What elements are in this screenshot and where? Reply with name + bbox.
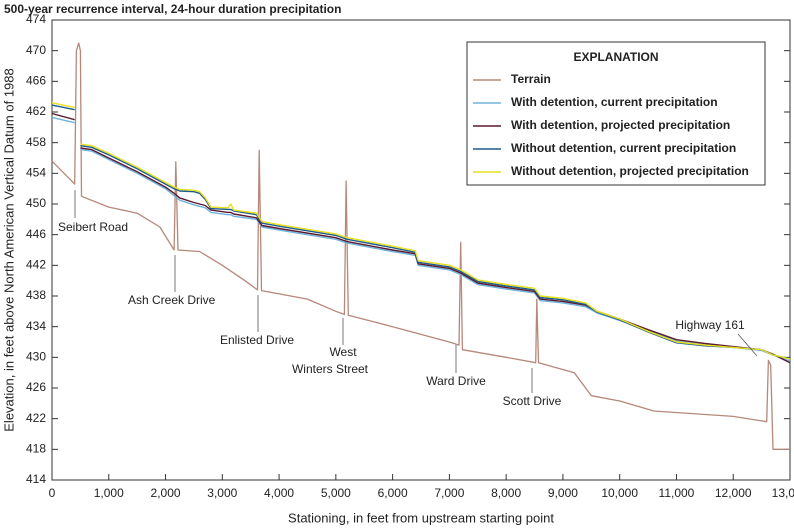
series-line [51,42,790,450]
x-tick-label: 9,000 [548,486,578,500]
y-tick-label: 466 [26,74,46,88]
legend-box [466,41,766,186]
annotation: Winters Street [292,362,369,376]
y-tick-label: 450 [26,196,46,210]
series-line [51,112,791,364]
annotation: Ward Drive [426,374,486,388]
legend-label: With detention, current precipitation [511,95,718,109]
legend-label: Without detention, projected precipitati… [511,164,749,178]
y-tick-label: 470 [26,43,46,57]
plot-frame [51,19,791,481]
chart-title: 500-year recurrence interval, 24-hour du… [4,2,341,16]
y-tick-label: 430 [26,350,46,364]
x-axis-label: Stationing, in feet from upstream starti… [288,510,554,525]
y-tick-label: 438 [26,288,46,302]
y-tick-label: 474 [26,12,46,26]
y-tick-label: 414 [26,472,46,486]
y-tick-label: 458 [26,135,46,149]
y-axis-label: Elevation, in feet above North American … [1,68,16,431]
y-tick-label: 442 [26,258,46,272]
annotation: Ash Creek Drive [128,293,216,307]
x-tick-label: 1,000 [94,486,124,500]
y-tick-label: 454 [26,166,46,180]
x-tick-label: 3,000 [207,486,237,500]
legend-label: Terrain [511,72,551,86]
legend-title: EXPLANATION [573,50,658,64]
x-tick-label: 0 [49,486,56,500]
y-tick-label: 418 [26,442,46,456]
x-tick-label: 12,000 [715,486,752,500]
annotation: West [329,345,357,359]
y-tick-label: 422 [26,411,46,425]
x-tick-label: 11,000 [659,486,695,500]
x-tick-label: 13,000 [772,486,794,500]
y-tick-label: 434 [26,319,46,333]
annotation: Enlisted Drive [220,333,294,347]
x-tick-label: 4,000 [264,486,294,500]
leader-line [737,333,758,357]
series-line [51,102,791,360]
x-tick-label: 8,000 [491,486,521,500]
y-tick-label: 462 [26,104,46,118]
x-tick-label: 7,000 [434,486,464,500]
y-tick-label: 446 [26,227,46,241]
y-tick-label: 426 [26,380,46,394]
x-tick-label: 6,000 [378,486,408,500]
x-tick-label: 5,000 [321,486,351,500]
x-tick-label: 2,000 [151,486,181,500]
legend-label: Without detention, current precipitation [511,141,736,155]
x-tick-label: 10,000 [601,486,638,500]
annotation: Seibert Road [58,220,128,234]
legend-label: With detention, projected precipitation [511,118,730,132]
annotation: Highway 161 [675,318,745,332]
annotation: Scott Drive [503,394,562,408]
